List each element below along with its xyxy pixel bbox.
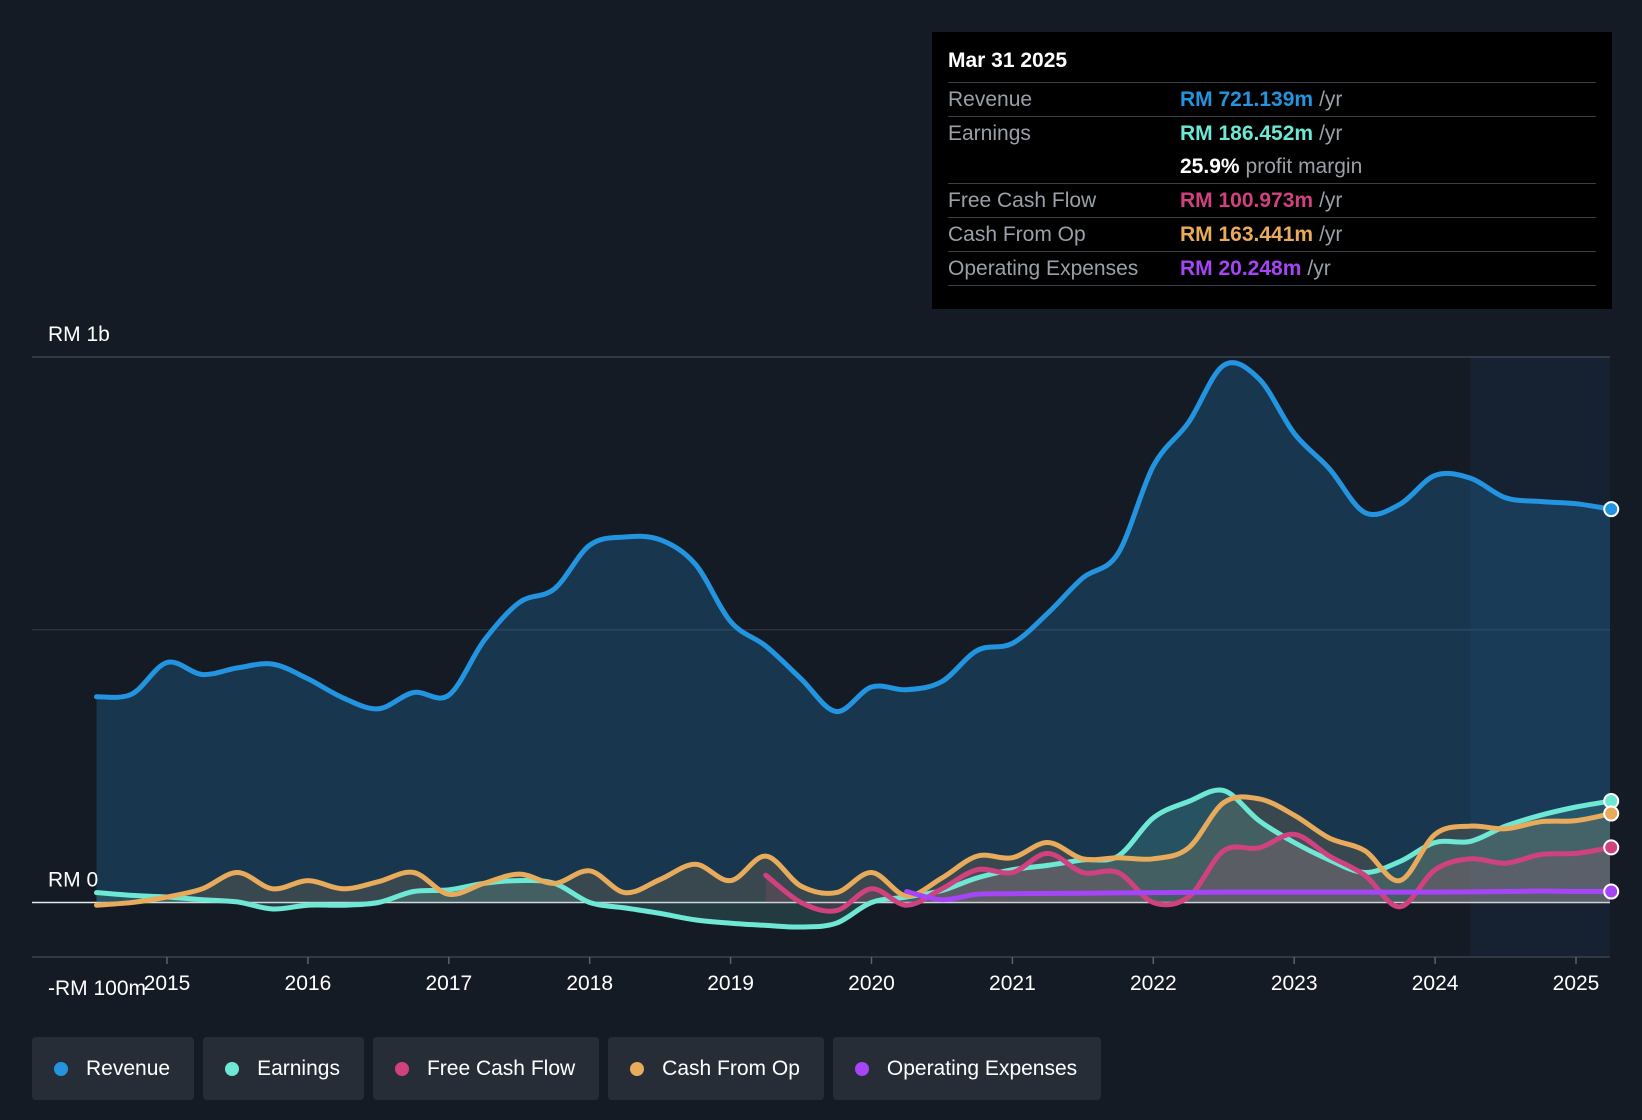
x-tick-label: 2025 <box>1553 972 1600 995</box>
tooltip-value: RM 186.452m <box>1180 121 1314 145</box>
cash-from-op-area <box>96 796 1610 906</box>
free-cash-flow-end-point <box>1603 839 1620 856</box>
legend-label: Operating Expenses <box>886 1056 1078 1080</box>
free-cash-flow-line <box>763 831 1610 914</box>
x-tick-label: 2019 <box>707 972 754 995</box>
x-tick-label: 2015 <box>144 972 191 995</box>
legend-item-free-cash-flow[interactable]: Free Cash Flow <box>372 1037 600 1100</box>
tooltip-date: Mar 31 2025 <box>948 49 1068 72</box>
tooltip-row-earnings: Earnings RM 186.452m /yr <box>948 116 1596 150</box>
tooltip-unit: /yr <box>1319 222 1343 246</box>
y-axis-label: RM 1b <box>48 323 110 346</box>
tooltip-row-free-cash-flow: Free Cash Flow RM 100.973m /yr <box>948 183 1596 217</box>
legend-label: Earnings <box>257 1056 340 1080</box>
legend-label: Free Cash Flow <box>426 1056 576 1080</box>
x-tick-label: 2020 <box>848 972 895 995</box>
operating-expenses-end-point <box>1603 883 1620 900</box>
cash-from-op-line <box>94 794 1610 908</box>
y-axis-label: -RM 100m <box>48 977 146 1000</box>
legend-dot-icon <box>630 1061 645 1076</box>
x-tick-label: 2016 <box>285 972 332 995</box>
revenue-area <box>96 362 1610 903</box>
x-tick-label: 2024 <box>1412 972 1459 995</box>
x-tick-label: 2022 <box>1130 972 1177 995</box>
tooltip-row-profit-margin: 25.9% profit margin <box>948 150 1596 183</box>
x-tick-label: 2023 <box>1271 972 1318 995</box>
tooltip-value: RM 163.441m <box>1180 222 1314 246</box>
x-tick-label: 2021 <box>989 972 1036 995</box>
tooltip-row-revenue: Revenue RM 721.139m /yr <box>948 82 1596 116</box>
legend-item-cash-from-op[interactable]: Cash From Op <box>608 1037 824 1100</box>
tooltip-unit: /yr <box>1319 188 1343 212</box>
tooltip-unit: /yr <box>1319 87 1343 111</box>
tooltip-unit: profit margin <box>1245 154 1363 178</box>
y-axis-label: RM 0 <box>48 868 98 891</box>
chart-legend: Revenue Earnings Free Cash Flow Cash Fro… <box>32 1037 1102 1100</box>
tooltip-label: Operating Expenses <box>948 256 1139 280</box>
legend-dot-icon <box>54 1061 68 1076</box>
tooltip-value: RM 100.973m <box>1180 188 1314 212</box>
tooltip-unit: /yr <box>1319 121 1343 145</box>
tooltip-label: Revenue <box>948 87 1033 111</box>
legend-item-operating-expenses[interactable]: Operating Expenses <box>832 1037 1102 1100</box>
tooltip-label: Free Cash Flow <box>948 188 1097 212</box>
operating-expenses-line <box>904 888 1610 903</box>
legend-label: Revenue <box>86 1056 171 1080</box>
x-tick-label: 2018 <box>566 972 613 995</box>
legend-label: Cash From Op <box>662 1056 800 1080</box>
tooltip-row-operating-expenses: Operating Expenses RM 20.248m /yr <box>948 251 1596 286</box>
tooltip-row-cash-from-op: Cash From Op RM 163.441m /yr <box>948 217 1596 251</box>
x-tick-label: 2017 <box>425 972 472 995</box>
tooltip-label: Earnings <box>948 121 1031 145</box>
legend-dot-icon <box>225 1061 240 1076</box>
tooltip-value: RM 20.248m <box>1180 256 1302 280</box>
legend-item-earnings[interactable]: Earnings <box>203 1037 364 1100</box>
tooltip-value: RM 721.139m <box>1180 87 1314 111</box>
revenue-line <box>94 360 1610 714</box>
legend-dot-icon <box>394 1061 409 1076</box>
cash-from-op-end-point <box>1603 805 1620 822</box>
legend-item-revenue[interactable]: Revenue <box>32 1037 195 1100</box>
legend-dot-icon <box>854 1061 869 1076</box>
data-tooltip: Mar 31 2025 Revenue RM 721.139m /yr Earn… <box>932 32 1612 309</box>
tooltip-label: Cash From Op <box>948 222 1086 246</box>
revenue-end-point <box>1603 501 1620 518</box>
tooltip-unit: /yr <box>1307 256 1331 280</box>
tooltip-value: 25.9% <box>1180 154 1240 178</box>
